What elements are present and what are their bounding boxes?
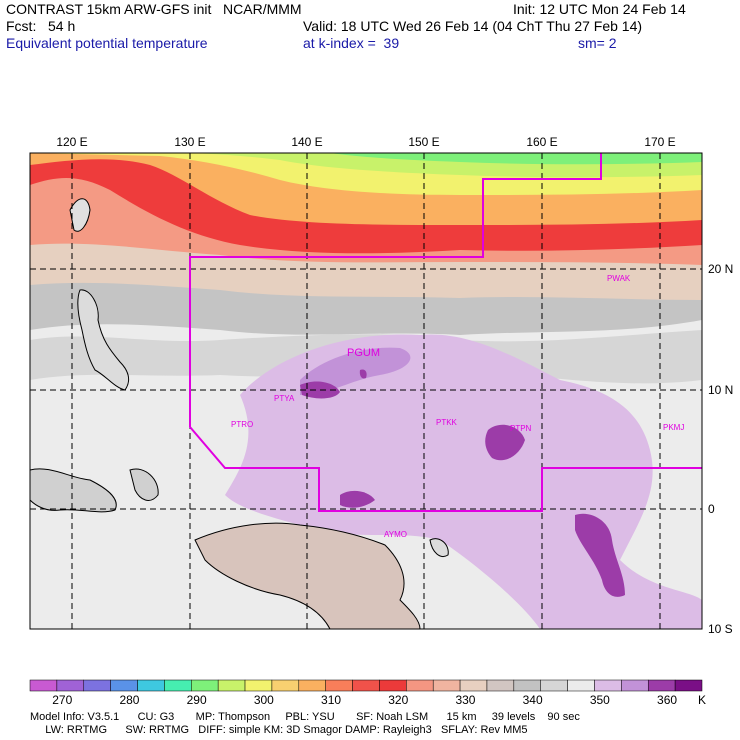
colorbar-swatch bbox=[244, 679, 273, 692]
colorbar-label: 280 bbox=[119, 693, 140, 707]
colorbar-swatch bbox=[271, 679, 300, 692]
lat-label-20n: 20 N bbox=[708, 262, 733, 276]
colorbar-swatch bbox=[29, 679, 58, 692]
field-name: Equivalent potential temperature bbox=[6, 35, 208, 51]
colorbar-swatch bbox=[621, 679, 649, 692]
forecast-hour: Fcst: 54 h bbox=[6, 18, 76, 34]
station-ptro: PTRO bbox=[231, 420, 253, 429]
station-ptkk: PTKK bbox=[436, 418, 458, 427]
colorbar-swatch bbox=[567, 679, 595, 692]
colorbar-label: 330 bbox=[455, 693, 476, 707]
colorbar-swatch bbox=[83, 679, 111, 692]
colorbar-swatch bbox=[486, 679, 515, 692]
model-title: CONTRAST 15km ARW-GFS init NCAR/MMM bbox=[6, 1, 302, 17]
lat-label-0: 0 bbox=[708, 502, 715, 516]
lon-label-130: 130 E bbox=[174, 135, 205, 149]
station-ptpn: PTPN bbox=[510, 424, 532, 433]
lon-label-150: 150 E bbox=[408, 135, 439, 149]
colorbar-swatch bbox=[674, 679, 703, 692]
colorbar-swatch bbox=[513, 679, 541, 692]
station-ptya: PTYA bbox=[274, 394, 295, 403]
colorbar-swatch bbox=[540, 679, 568, 692]
colorbar-swatch bbox=[164, 679, 192, 692]
colorbar-label: 350 bbox=[589, 693, 610, 707]
smoothing-info: sm= 2 bbox=[578, 35, 617, 51]
colorbar-swatch bbox=[406, 679, 434, 692]
colorbar-swatch bbox=[217, 679, 246, 692]
colorbar-swatch bbox=[459, 679, 488, 692]
lon-label-140: 140 E bbox=[291, 135, 322, 149]
colorbar-label: 300 bbox=[253, 693, 274, 707]
colorbar-swatch bbox=[110, 679, 138, 692]
colorbar-swatch bbox=[352, 679, 380, 692]
colorbar-swatch bbox=[56, 679, 85, 692]
init-time: Init: 12 UTC Mon 24 Feb 14 bbox=[513, 1, 686, 17]
lat-label-10s: 10 S bbox=[708, 622, 733, 636]
colorbar-label: 310 bbox=[321, 693, 342, 707]
lon-label-160: 160 E bbox=[526, 135, 557, 149]
lat-label-10n: 10 N bbox=[708, 383, 733, 397]
region-boundary bbox=[189, 153, 702, 512]
station-pkmj: PKMJ bbox=[663, 423, 684, 432]
colorbar bbox=[29, 679, 703, 692]
map-frame bbox=[29, 152, 703, 630]
colorbar-label: 360 bbox=[657, 693, 678, 707]
lon-label-120: 120 E bbox=[56, 135, 87, 149]
map-grid bbox=[30, 153, 702, 629]
colorbar-swatch bbox=[432, 679, 461, 692]
lon-label-170: 170 E bbox=[644, 135, 675, 149]
station-pwak: PWAK bbox=[607, 274, 631, 283]
level-info: at k-index = 39 bbox=[303, 35, 400, 51]
colorbar-label: 320 bbox=[388, 693, 409, 707]
colorbar-swatch bbox=[325, 679, 353, 692]
colorbar-swatch bbox=[298, 679, 326, 692]
theta-e-field bbox=[30, 153, 702, 629]
colorbar-swatch bbox=[137, 679, 165, 692]
model-physics: LW: RRTMG SW: RRTMG DIFF: simple KM: 3D … bbox=[30, 724, 528, 736]
colorbar-label: 270 bbox=[52, 693, 73, 707]
colorbar-swatch bbox=[379, 679, 407, 692]
model-info: Model Info: V3.5.1 CU: G3 MP: Thompson P… bbox=[30, 711, 580, 723]
colorbar-label: 340 bbox=[522, 693, 543, 707]
station-pgum: PGUM bbox=[347, 347, 380, 359]
colorbar-swatch bbox=[594, 679, 622, 692]
colorbar-swatch bbox=[191, 679, 219, 692]
colorbar-unit: K bbox=[697, 693, 707, 707]
colorbar-swatch bbox=[647, 679, 676, 692]
valid-time: Valid: 18 UTC Wed 26 Feb 14 (04 ChT Thu … bbox=[303, 18, 643, 34]
station-aymo: AYMO bbox=[384, 530, 407, 539]
colorbar-label: 290 bbox=[186, 693, 207, 707]
